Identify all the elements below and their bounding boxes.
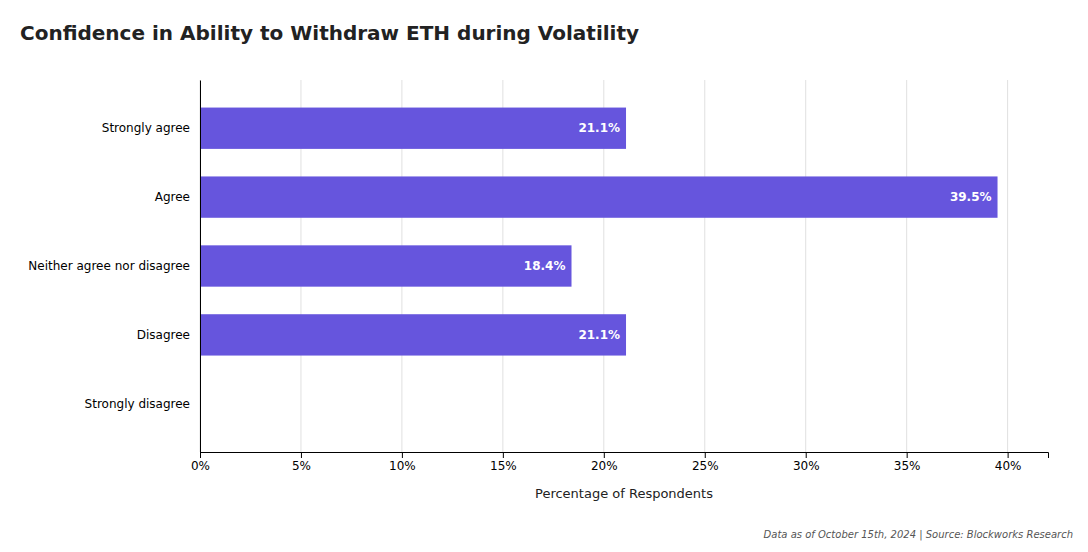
bar [200,314,626,355]
data-label: 39.5% [950,190,992,204]
x-tick: 40% [995,452,1022,473]
plot: 0% 5% 10% 15% 20% 25% 30% 35% 40% Strongly disagr… [28,80,1048,473]
x-tick: 5% [292,452,311,473]
x-axis: 0% 5% 10% 15% 20% 25% 30% 35% 40% [191,452,1049,473]
x-tick-label: 30% [793,459,820,473]
x-tick-label: 15% [490,459,517,473]
y-tick: Strongly agree [102,121,200,135]
x-tick-label: 5% [292,459,311,473]
x-tick: 10% [389,452,416,473]
x-tick-mark [402,452,403,458]
chart: Confidence in Ability to Withdraw ETH du… [0,0,1088,552]
footnote: Data as of October 15th, 2024 | Source: … [764,529,1073,541]
grid-line [1007,80,1008,452]
bars [200,108,998,356]
x-tick: 35% [894,452,921,473]
y-tick-label: Strongly agree [102,121,190,135]
x-tick-mark [604,452,605,458]
grid [200,80,1008,452]
x-axis-label: Percentage of Respondents [535,486,713,501]
bar [200,108,626,149]
x-axis-line [201,453,1049,459]
data-label: 18.4% [524,259,566,273]
x-tick-mark [301,452,302,458]
bar [200,176,998,217]
x-tick-label: 20% [591,459,618,473]
x-tick: 0% [191,452,210,473]
x-tick-mark [1008,452,1009,458]
x-tick: 25% [692,452,719,473]
x-tick-label: 25% [692,459,719,473]
y-tick: Strongly disagree [85,397,200,411]
data-labels: 21.1% 18.4% 39.5% 21.1% [524,121,992,342]
x-tick-label: 35% [894,459,921,473]
y-tick-label: Neither agree nor disagree [28,259,190,273]
x-tick-mark [705,452,706,458]
y-axis: Strongly disagree Disagree Neither agree n… [28,81,200,453]
y-tick-label: Agree [155,190,190,204]
x-tick-mark [907,452,908,458]
data-label: 21.1% [578,328,620,342]
y-tick: Neither agree nor disagree [28,259,200,273]
x-tick-mark [200,452,201,458]
x-tick-label: 10% [389,459,416,473]
x-tick: 20% [591,452,618,473]
grid-line [805,80,806,452]
x-tick-mark [806,452,807,458]
y-tick: Disagree [137,328,200,342]
x-tick: 30% [793,452,820,473]
y-axis-line [200,81,201,453]
x-tick-mark [503,452,504,458]
grid-line [200,80,201,452]
y-tick-label: Disagree [137,328,190,342]
bar [200,245,572,286]
title: Confidence in Ability to Withdraw ETH du… [20,21,639,45]
x-tick: 15% [490,452,517,473]
y-tick: Agree [155,190,200,204]
grid-line [906,80,907,452]
data-label: 21.1% [578,121,620,135]
grid-line [704,80,705,452]
y-tick-label: Strongly disagree [85,397,190,411]
x-tick-label: 0% [191,459,210,473]
x-tick-label: 40% [995,459,1022,473]
